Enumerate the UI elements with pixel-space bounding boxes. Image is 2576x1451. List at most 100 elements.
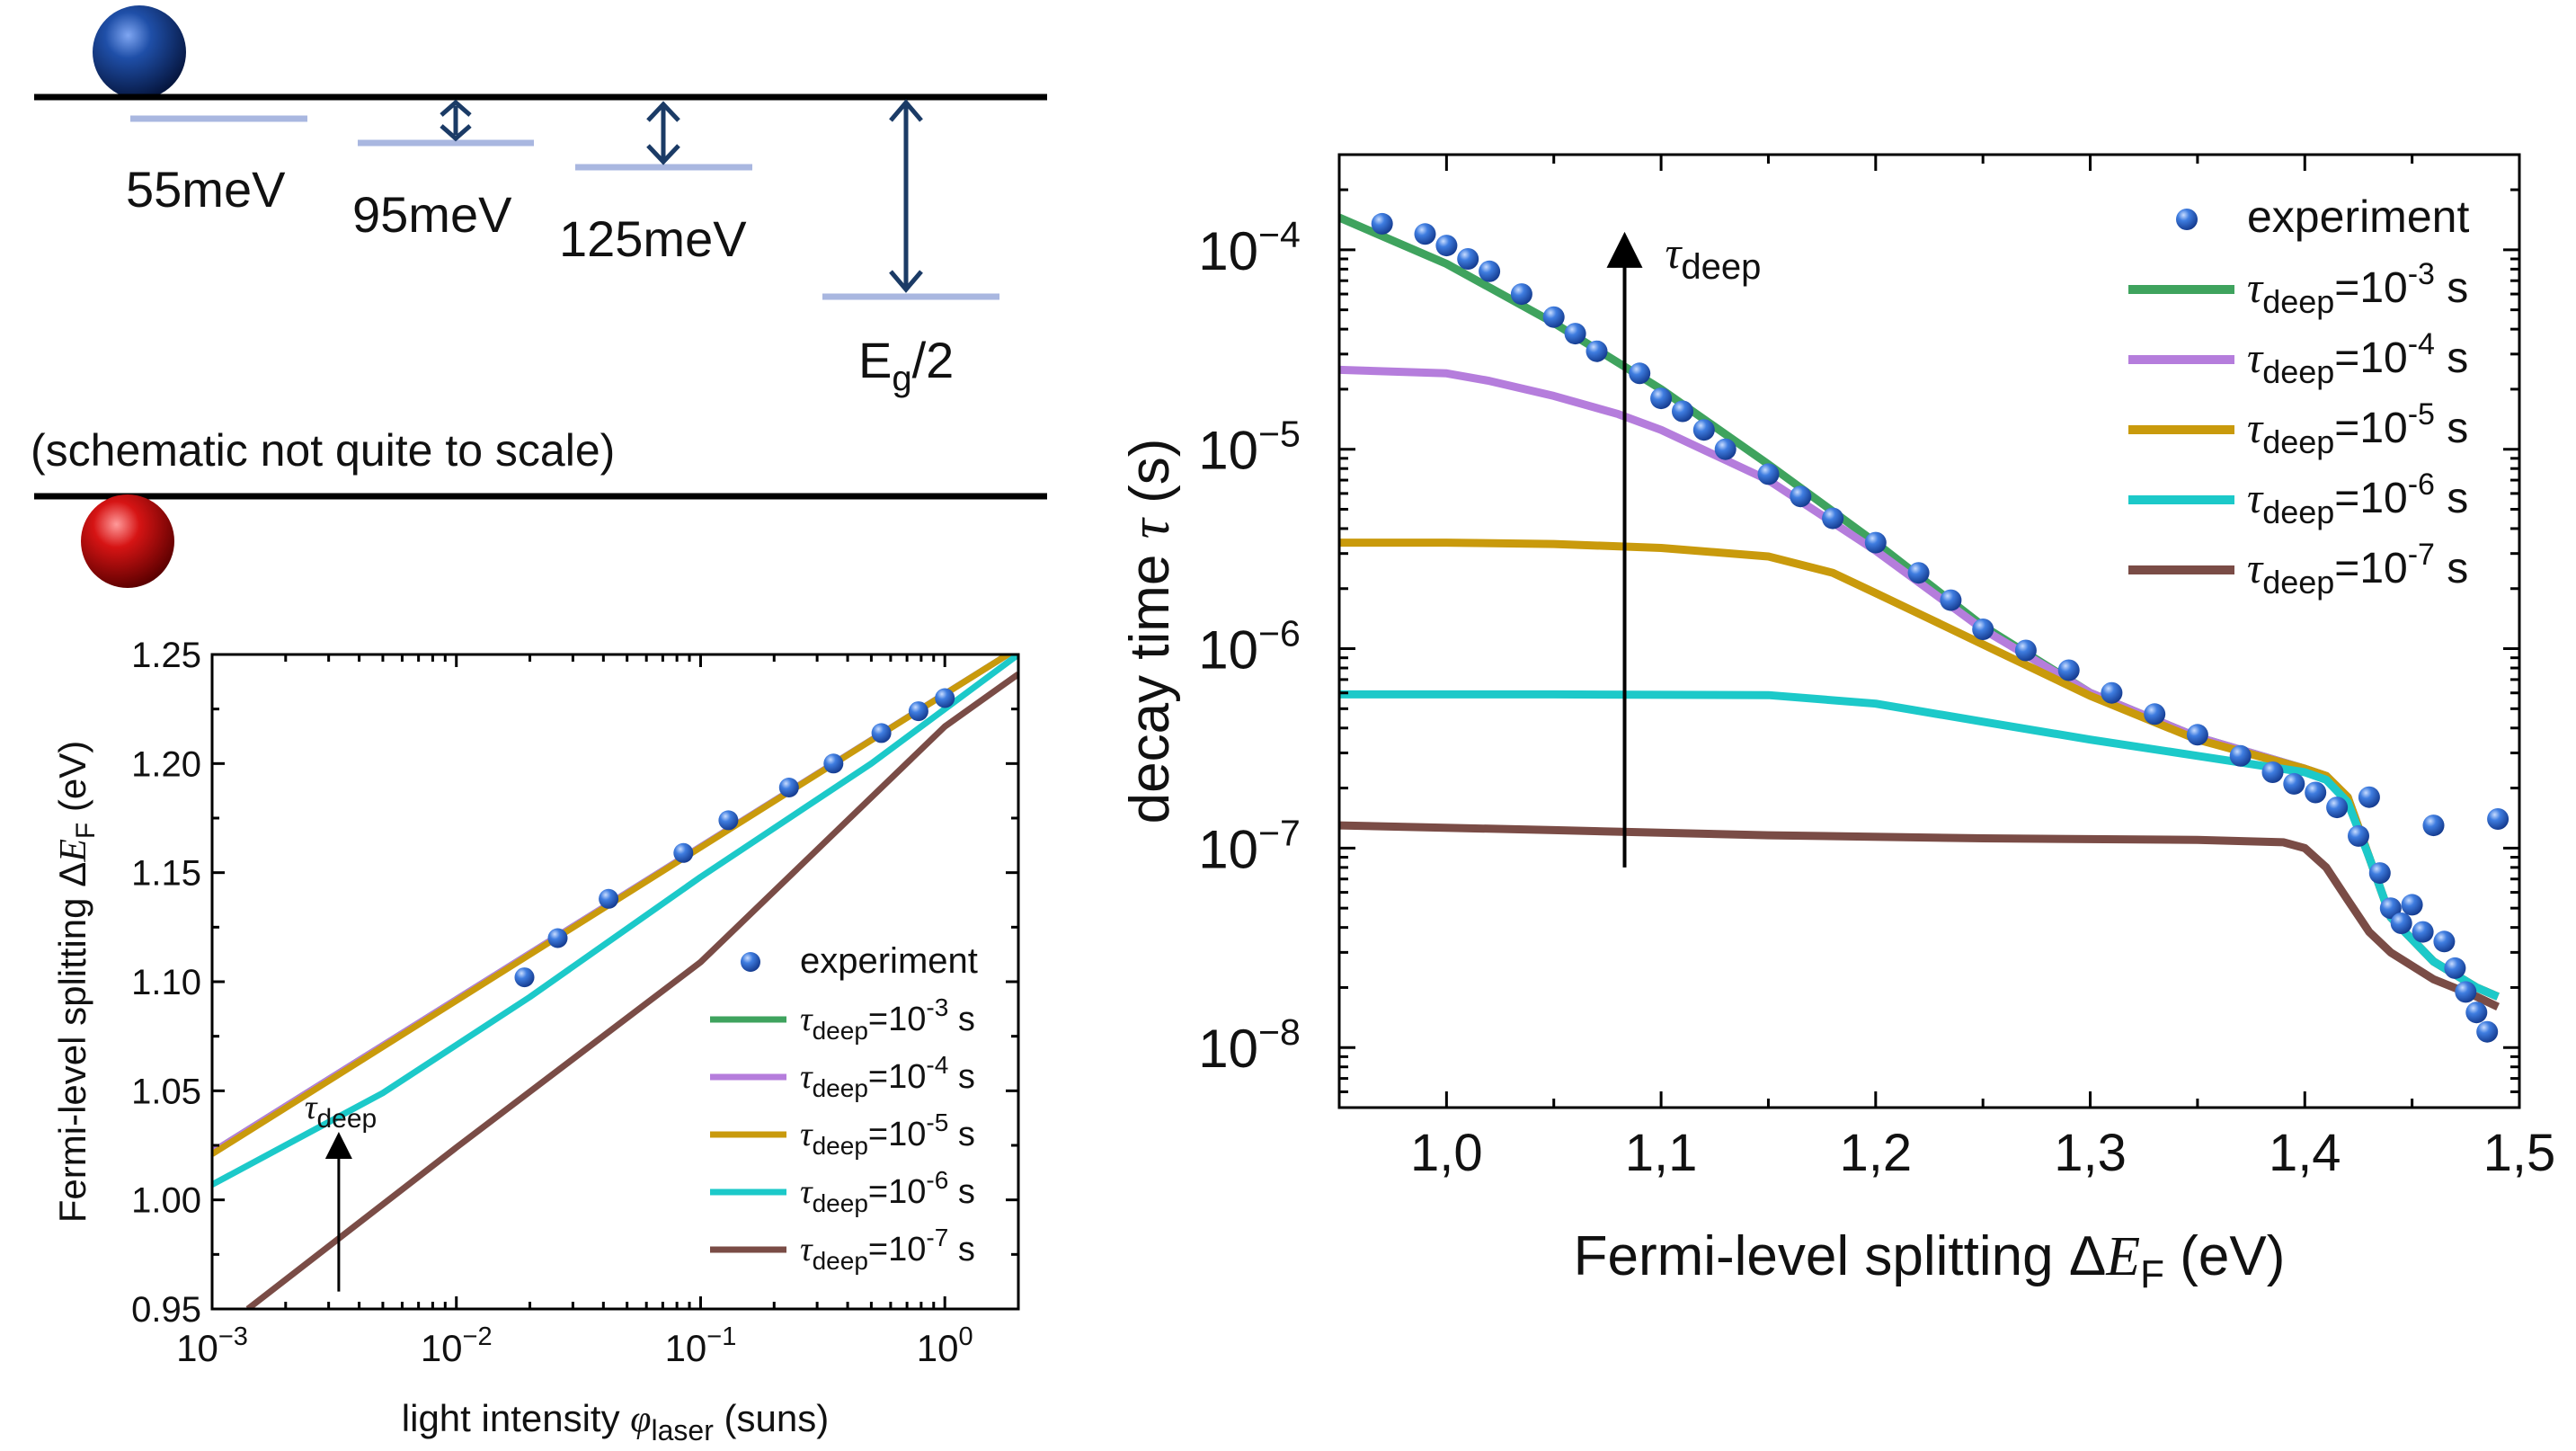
decay-experiment-point [2348, 824, 2369, 847]
hole-sphere-icon [81, 494, 174, 588]
decay-legend-label: τdeep=10-7 s [2247, 538, 2468, 601]
decay-plot-frame [1337, 153, 2521, 1109]
intensity-legend-label: τdeep=10-5 s [800, 1108, 975, 1160]
decay-annotation: τdeep [1606, 227, 1762, 868]
decay-experiment-point [2422, 815, 2445, 837]
decay-y-tick-label: 10−5 [1198, 414, 1301, 481]
decay-experiment-point [1972, 619, 1994, 640]
intensity-experiment-point [778, 778, 799, 797]
decay-experiment-point [1650, 387, 1673, 410]
intensity-legend-marker [741, 952, 760, 972]
decay-y-tick-label: 10−8 [1198, 1011, 1301, 1079]
level-label-125: 125meV [559, 210, 747, 267]
decay-experiment-point [1510, 283, 1532, 306]
decay-y-tick-label: 10−7 [1198, 812, 1301, 879]
energy-arrow-midgap [889, 99, 923, 293]
decay-experiment-point [2379, 897, 2402, 920]
decay-x-tick-label: 1,0 [1410, 1124, 1483, 1182]
intensity-legend-label: τdeep=10-6 s [800, 1166, 975, 1217]
decay-experiment-point [2465, 1001, 2488, 1024]
decay-experiment-points [1371, 212, 2509, 1043]
intensity-x-tick-label: 10−2 [421, 1322, 493, 1369]
intensity-experiment-points [514, 688, 955, 988]
decay-y-tick-label: 10−4 [1198, 214, 1301, 281]
decay-experiment-point [1822, 507, 1844, 530]
decay-experiment-point [2401, 894, 2423, 916]
intensity-experiment-point [935, 688, 955, 708]
decay-experiment-point [2144, 703, 2166, 726]
intensity-legend-label: τdeep=10-3 s [800, 993, 975, 1045]
intensity-series-line-7 [245, 671, 1018, 1309]
decay-series-line-5 [1339, 539, 2500, 1001]
intensity-y-tick-label: 1.00 [131, 1181, 201, 1221]
schematic-note: (schematic not quite to scale) [31, 425, 615, 476]
decay-experiment-point [2101, 681, 2123, 704]
decay-experiment-point [2326, 797, 2349, 819]
intensity-y-tick-label: 0.95 [131, 1290, 201, 1330]
decay-x-tick-label: 1,4 [2269, 1124, 2341, 1182]
decay-legend-marker [2176, 209, 2198, 230]
decay-experiment-point [1714, 438, 1737, 460]
decay-experiment-point [2283, 772, 2305, 795]
decay-x-tick-label: 1,5 [2483, 1124, 2556, 1182]
intensity-x-tick-label: 10−3 [176, 1322, 248, 1369]
decay-experiment-point [1457, 248, 1479, 270]
decay-experiment-point [2057, 659, 2080, 681]
decay-tau-label: τdeep [1666, 227, 1762, 287]
energy-arrow-95 [440, 99, 472, 142]
decay-legend-label: τdeep=10-6 s [2247, 467, 2468, 530]
decay-experiment-point [1790, 485, 1812, 508]
decay-experiment-point [2455, 981, 2477, 1003]
intensity-tick-group: 10−3 10−2 10−1 100 0.95 1.00 1.05 1.10 1.15 1.20 1… [131, 636, 1020, 1369]
decay-experiment-point [2433, 930, 2456, 953]
decay-series-group [1339, 213, 2500, 1010]
intensity-experiment-point [718, 810, 739, 831]
decay-chart: τdeep 1,0 1,1 1,2 1,3 1,4 1,5 10−8 10−7 10−6 10−5… [1119, 153, 2555, 1296]
band-schematic: 55meV 95meV 125meV Eg/2 (schematic not q… [31, 5, 1047, 588]
intensity-legend-label: τdeep=10-4 s [800, 1051, 975, 1102]
decay-experiment-point [1479, 260, 1501, 282]
decay-x-tick-label: 1,1 [1625, 1124, 1698, 1182]
decay-experiment-point [1586, 340, 1608, 362]
decay-tick-group: 1,0 1,1 1,2 1,3 1,4 1,5 10−8 10−7 10−6 10−5 10−4 [1198, 155, 2555, 1182]
intensity-legend: experiment τdeep=10-3 s τdeep=10-4 s τdeep=… [710, 941, 978, 1275]
decay-series-line-3 [1339, 213, 2500, 1001]
decay-experiment-point [2412, 921, 2434, 943]
decay-legend: experiment τdeep=10-3 s τdeep=10-4 s τdeep=… [2128, 191, 2469, 601]
intensity-experiment-point [599, 888, 619, 909]
level-label-95: 95meV [352, 186, 512, 243]
decay-experiment-point [2014, 639, 2037, 662]
decay-experiment-point [1414, 223, 1436, 245]
decay-experiment-point [1692, 419, 1715, 441]
decay-experiment-point [2261, 761, 2284, 783]
intensity-y-axis-label: Fermi-level splitting ΔEF (eV) [51, 741, 101, 1223]
decay-x-axis-label: Fermi-level splitting ΔEF (eV) [1574, 1225, 2286, 1296]
decay-experiment-point [2358, 786, 2380, 808]
decay-experiment-point [2305, 781, 2327, 804]
intensity-experiment-point [547, 928, 568, 948]
intensity-x-tick-label: 10−1 [665, 1322, 737, 1369]
intensity-series-line-6 [212, 654, 1018, 1188]
intensity-x-tick-label: 100 [917, 1322, 973, 1369]
intensity-tau-label: τdeep [305, 1089, 377, 1134]
intensity-y-tick-label: 1.25 [131, 636, 201, 675]
decay-series-line-7 [1339, 821, 2500, 1010]
decay-x-tick-label: 1,2 [1839, 1124, 1912, 1182]
decay-experiment-point [2390, 912, 2412, 934]
intensity-experiment-point [823, 753, 844, 774]
intensity-experiment-point [908, 701, 928, 722]
decay-experiment-point [2487, 808, 2509, 830]
decay-legend-label: τdeep=10-3 s [2247, 257, 2468, 320]
decay-legend-experiment: experiment [2247, 191, 2469, 242]
intensity-legend-experiment: experiment [800, 941, 978, 981]
decay-x-tick-label: 1,3 [2054, 1124, 2127, 1182]
intensity-y-tick-label: 1.10 [131, 963, 201, 1002]
level-label-midgap: Eg/2 [858, 332, 954, 398]
decay-experiment-point [1940, 589, 1962, 611]
level-label-55: 55meV [126, 161, 286, 218]
intensity-legend-label: τdeep=10-7 s [800, 1224, 975, 1275]
decay-experiment-point [1907, 562, 1930, 584]
decay-legend-label: τdeep=10-5 s [2247, 397, 2468, 460]
decay-experiment-point [2476, 1020, 2499, 1043]
